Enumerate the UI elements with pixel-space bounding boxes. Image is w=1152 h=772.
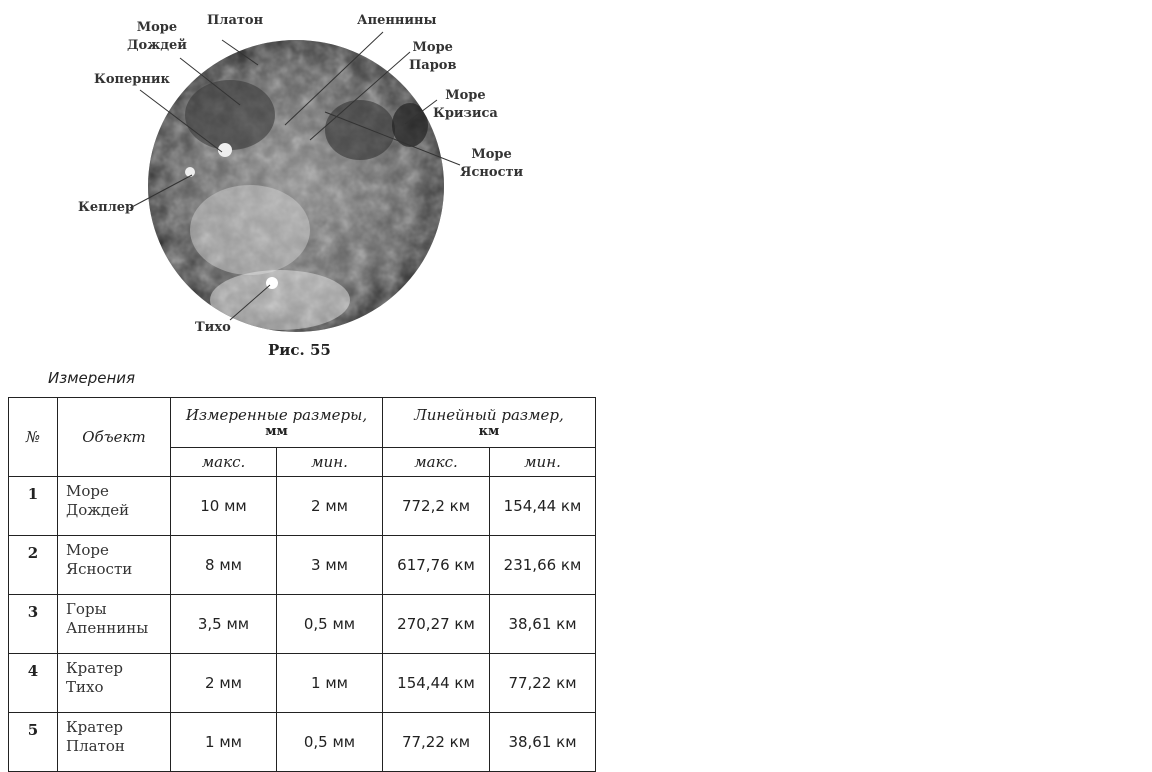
measured-min: 3 мм <box>276 535 383 595</box>
row-object: Кратер Платон <box>57 712 171 772</box>
linear-min: 38,61 км <box>489 712 596 772</box>
linear-max: 154,44 км <box>382 653 490 713</box>
header-measured-label: Измеренные размеры, <box>185 406 368 424</box>
measured-max: 10 мм <box>170 476 277 536</box>
table-row: 2 Море Ясности 8 мм 3 мм 617,76 км 231,66 км <box>8 535 596 595</box>
row-object: Море Ясности <box>57 535 171 595</box>
label-more-krizisa: Море Кризиса <box>433 88 498 121</box>
linear-min: 154,44 км <box>489 476 596 536</box>
label-tiho: Тихо <box>195 320 231 335</box>
label-more-yasnosti: Море Ясности <box>460 147 524 180</box>
figure-caption: Рис. 55 <box>268 341 331 359</box>
row-number: 2 <box>8 535 58 595</box>
linear-min: 38,61 км <box>489 594 596 654</box>
label-kepler: Кеплер <box>78 200 135 215</box>
table-row: 3 Горы Апеннины 3,5 мм 0,5 мм 270,27 км 38,61… <box>8 594 596 654</box>
table-title: Измерения <box>48 369 136 387</box>
leader-lines <box>129 31 461 321</box>
label-more-parov: Море Паров <box>409 40 457 73</box>
header-measured: Измеренные размеры, мм <box>170 397 383 448</box>
header-no: № <box>8 397 58 477</box>
measured-max: 8 мм <box>170 535 277 595</box>
linear-max: 77,22 км <box>382 712 490 772</box>
header-linear: Линейный размер, км <box>382 397 596 448</box>
table-row: 4 Кратер Тихо 2 мм 1 мм 154,44 км 77,22 км <box>8 653 596 713</box>
label-platon: Платон <box>207 13 264 28</box>
linear-max: 772,2 км <box>382 476 490 536</box>
table-row: 1 Море Дождей 10 мм 2 мм 772,2 км 154,44 км <box>8 476 596 536</box>
row-object: Горы Апеннины <box>57 594 171 654</box>
measured-max: 1 мм <box>170 712 277 772</box>
header-measured-unit: мм <box>265 424 288 439</box>
measured-min: 2 мм <box>276 476 383 536</box>
row-object: Море Дождей <box>57 476 171 536</box>
measured-min: 0,5 мм <box>276 712 383 772</box>
measured-min: 0,5 мм <box>276 594 383 654</box>
header-linear-unit: км <box>478 424 500 439</box>
label-kopernik: Коперник <box>94 72 170 87</box>
linear-max: 617,76 км <box>382 535 490 595</box>
row-number: 1 <box>8 476 58 536</box>
header-measured-min: мин. <box>276 447 383 477</box>
moon-photo <box>129 31 461 332</box>
header-linear-min: мин. <box>489 447 596 477</box>
measured-min: 1 мм <box>276 653 383 713</box>
header-linear-label: Линейный размер, <box>414 406 564 424</box>
label-apenniny: Апеннины <box>357 13 437 28</box>
linear-max: 270,27 км <box>382 594 490 654</box>
measurements-table: № Объект Измеренные размеры, мм Линейный … <box>8 397 596 772</box>
header-object: Объект <box>57 397 171 477</box>
row-number: 4 <box>8 653 58 713</box>
row-object: Кратер Тихо <box>57 653 171 713</box>
row-number: 5 <box>8 712 58 772</box>
measured-max: 2 мм <box>170 653 277 713</box>
linear-min: 231,66 км <box>489 535 596 595</box>
label-more-dozhdey: Море Дождей <box>127 20 187 53</box>
row-number: 3 <box>8 594 58 654</box>
linear-min: 77,22 км <box>489 653 596 713</box>
header-measured-max: макс. <box>170 447 277 477</box>
header-linear-max: макс. <box>382 447 490 477</box>
table-row: 5 Кратер Платон 1 мм 0,5 мм 77,22 км 38,61 км <box>8 712 596 772</box>
measured-max: 3,5 мм <box>170 594 277 654</box>
